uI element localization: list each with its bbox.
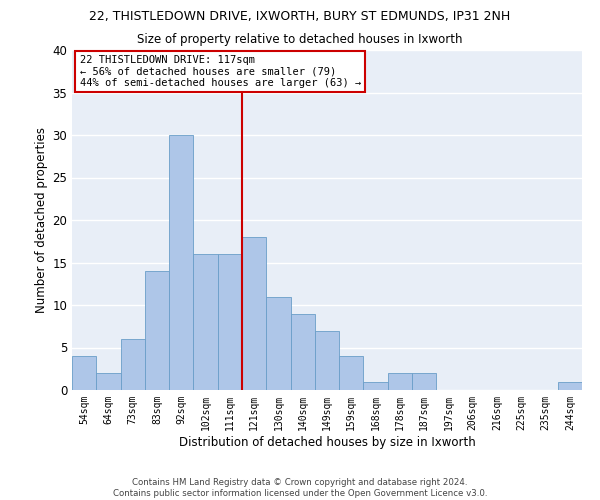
Bar: [339, 356, 364, 390]
Text: 22, THISTLEDOWN DRIVE, IXWORTH, BURY ST EDMUNDS, IP31 2NH: 22, THISTLEDOWN DRIVE, IXWORTH, BURY ST …: [89, 10, 511, 23]
Bar: [96, 373, 121, 390]
Bar: [169, 135, 193, 390]
Bar: [121, 339, 145, 390]
X-axis label: Distribution of detached houses by size in Ixworth: Distribution of detached houses by size …: [179, 436, 475, 448]
Bar: [266, 296, 290, 390]
Bar: [290, 314, 315, 390]
Bar: [193, 254, 218, 390]
Bar: [364, 382, 388, 390]
Bar: [72, 356, 96, 390]
Text: Size of property relative to detached houses in Ixworth: Size of property relative to detached ho…: [137, 32, 463, 46]
Text: 22 THISTLEDOWN DRIVE: 117sqm
← 56% of detached houses are smaller (79)
44% of se: 22 THISTLEDOWN DRIVE: 117sqm ← 56% of de…: [80, 55, 361, 88]
Bar: [388, 373, 412, 390]
Bar: [218, 254, 242, 390]
Bar: [145, 271, 169, 390]
Bar: [242, 237, 266, 390]
Bar: [315, 330, 339, 390]
Bar: [412, 373, 436, 390]
Text: Contains HM Land Registry data © Crown copyright and database right 2024.
Contai: Contains HM Land Registry data © Crown c…: [113, 478, 487, 498]
Bar: [558, 382, 582, 390]
Y-axis label: Number of detached properties: Number of detached properties: [35, 127, 48, 313]
